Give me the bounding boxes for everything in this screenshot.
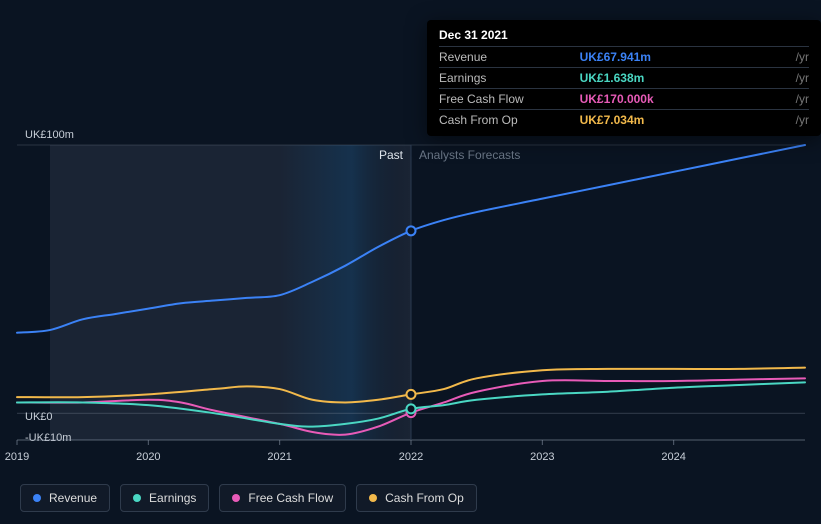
svg-text:2023: 2023 — [530, 451, 554, 463]
tooltip-row: Cash From OpUK£7.034m/yr — [439, 110, 809, 131]
tooltip-row-unit: /yr — [792, 68, 809, 89]
tooltip-row-unit: /yr — [792, 89, 809, 110]
svg-text:Past: Past — [379, 148, 404, 162]
tooltip-row-label: Free Cash Flow — [439, 89, 580, 110]
legend-dot — [133, 494, 141, 502]
tooltip-row: RevenueUK£67.941m/yr — [439, 47, 809, 68]
legend-item-label: Cash From Op — [385, 491, 464, 505]
svg-text:2021: 2021 — [267, 451, 291, 463]
tooltip-row-value: UK£67.941m — [580, 47, 792, 68]
tooltip-row-value: UK£170.000k — [580, 89, 792, 110]
svg-text:2022: 2022 — [399, 451, 423, 463]
tooltip-row-label: Revenue — [439, 47, 580, 68]
svg-text:2020: 2020 — [136, 451, 160, 463]
tooltip-row-value: UK£7.034m — [580, 110, 792, 131]
svg-text:-UK£10m: -UK£10m — [25, 432, 71, 444]
tooltip-row: EarningsUK£1.638m/yr — [439, 68, 809, 89]
tooltip-row-label: Cash From Op — [439, 110, 580, 131]
tooltip-row: Free Cash FlowUK£170.000k/yr — [439, 89, 809, 110]
legend-item-revenue[interactable]: Revenue — [20, 484, 110, 512]
legend-item-label: Free Cash Flow — [248, 491, 333, 505]
legend-item-cash-from-op[interactable]: Cash From Op — [356, 484, 477, 512]
tooltip-row-value: UK£1.638m — [580, 68, 792, 89]
legend-item-free-cash-flow[interactable]: Free Cash Flow — [219, 484, 346, 512]
tooltip-row-label: Earnings — [439, 68, 580, 89]
legend-dot — [232, 494, 240, 502]
svg-text:2019: 2019 — [5, 451, 29, 463]
legend-item-label: Revenue — [49, 491, 97, 505]
legend-dot — [369, 494, 377, 502]
tooltip-row-unit: /yr — [792, 110, 809, 131]
chart-legend: Revenue Earnings Free Cash Flow Cash From O… — [20, 484, 477, 512]
legend-dot — [33, 494, 41, 502]
legend-item-earnings[interactable]: Earnings — [120, 484, 209, 512]
svg-text:Analysts Forecasts: Analysts Forecasts — [419, 148, 520, 162]
svg-text:UK£100m: UK£100m — [25, 129, 74, 141]
chart-tooltip: Dec 31 2021 RevenueUK£67.941m/yrEarnings… — [427, 20, 821, 136]
legend-item-label: Earnings — [149, 491, 196, 505]
svg-text:UK£0: UK£0 — [25, 411, 53, 423]
tooltip-row-unit: /yr — [792, 47, 809, 68]
svg-text:2024: 2024 — [661, 451, 685, 463]
tooltip-table: RevenueUK£67.941m/yrEarningsUK£1.638m/yr… — [439, 46, 809, 130]
tooltip-date: Dec 31 2021 — [439, 28, 809, 46]
